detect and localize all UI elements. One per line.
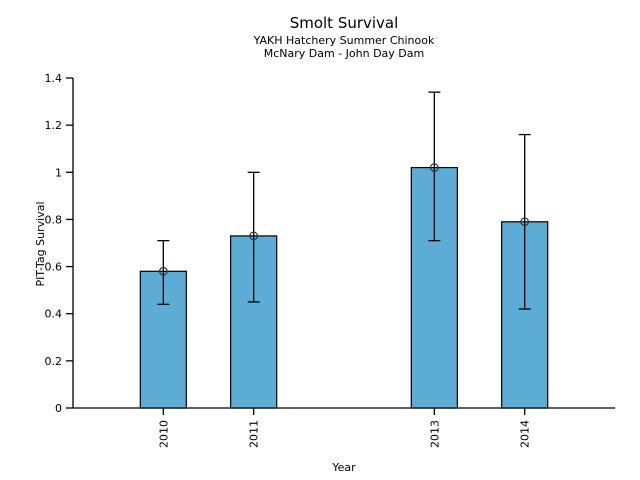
y-axis-tick-label: 0.6 xyxy=(45,261,63,274)
y-axis-tick-label: 0 xyxy=(55,402,62,415)
point-marker xyxy=(158,266,168,276)
chart-title: Smolt Survival xyxy=(289,14,399,32)
y-axis-tick-label: 1 xyxy=(55,166,62,179)
x-axis-tick-label: 2013 xyxy=(428,420,441,448)
y-axis-tick-label: 0.8 xyxy=(45,213,63,226)
y-axis-tick-label: 0.2 xyxy=(45,355,63,368)
x-axis-tick-label: 2010 xyxy=(157,420,170,448)
point-marker xyxy=(429,163,439,172)
y-axis-tick-label: 1.2 xyxy=(45,119,63,132)
y-axis-tick-label: 0.4 xyxy=(45,308,63,321)
x-axis-label: Year xyxy=(332,461,356,474)
point-marker xyxy=(249,231,259,241)
chart-subtitle-line2: McNary Dam - John Day Dam xyxy=(263,47,425,60)
x-axis-tick-label: 2011 xyxy=(248,420,261,448)
point-marker xyxy=(520,217,530,227)
chart-subtitle-line1: YAKH Hatchery Summer Chinook xyxy=(253,34,435,47)
x-axis-tick-label: 2014 xyxy=(519,420,532,448)
y-axis-tick-label: 1.4 xyxy=(45,72,63,85)
